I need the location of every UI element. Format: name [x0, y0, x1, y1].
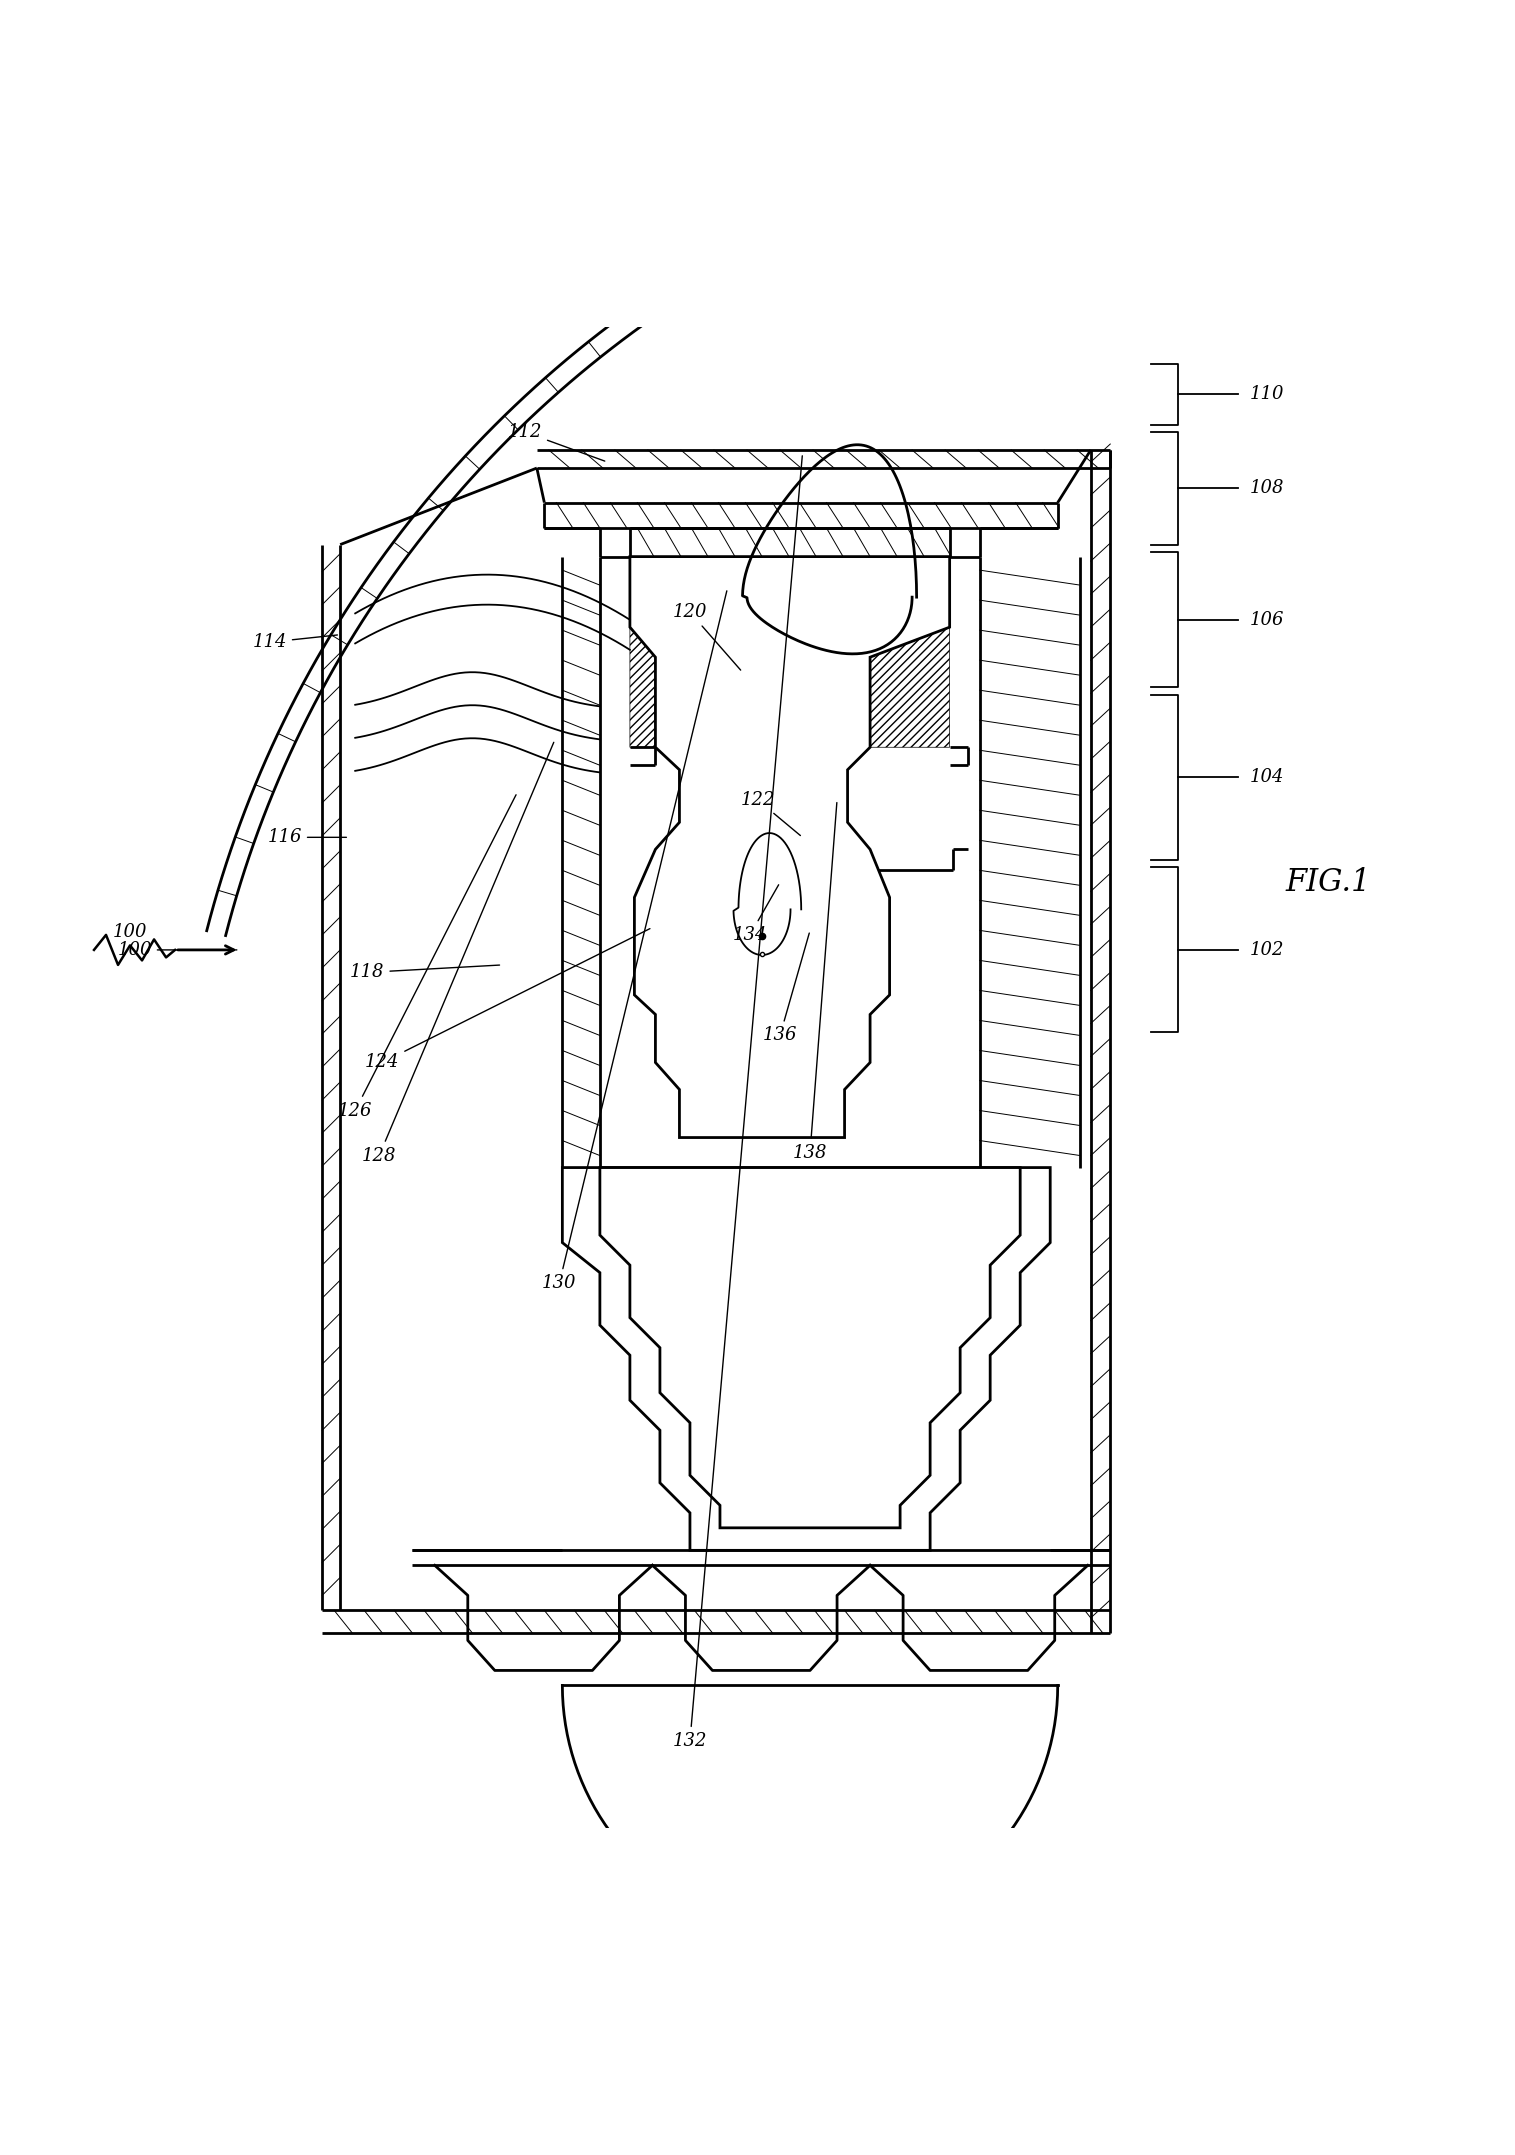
Text: 130: 130: [542, 590, 727, 1293]
Text: 112: 112: [508, 422, 604, 461]
Text: 126: 126: [338, 795, 517, 1121]
Text: 118: 118: [350, 963, 500, 981]
Text: 110: 110: [1250, 386, 1285, 403]
Polygon shape: [562, 1168, 1050, 1549]
Text: 114: 114: [253, 634, 338, 651]
Text: 102: 102: [1250, 942, 1285, 959]
Text: 134: 134: [733, 886, 779, 944]
Text: 104: 104: [1250, 769, 1285, 787]
Text: 108: 108: [1250, 478, 1285, 498]
Text: 128: 128: [362, 741, 554, 1164]
Polygon shape: [600, 1168, 1020, 1528]
Text: 124: 124: [365, 929, 650, 1071]
Text: FIG.1: FIG.1: [1285, 866, 1371, 899]
Text: 132: 132: [673, 457, 803, 1750]
Text: 138: 138: [792, 802, 836, 1162]
Text: 106: 106: [1250, 610, 1285, 629]
Text: 136: 136: [762, 933, 809, 1045]
Text: 100: 100: [112, 922, 147, 942]
Polygon shape: [630, 556, 950, 1138]
Text: 116: 116: [268, 828, 347, 847]
Text: 122: 122: [741, 791, 800, 836]
Text: 120: 120: [673, 603, 741, 670]
Text: 100: 100: [117, 942, 236, 959]
